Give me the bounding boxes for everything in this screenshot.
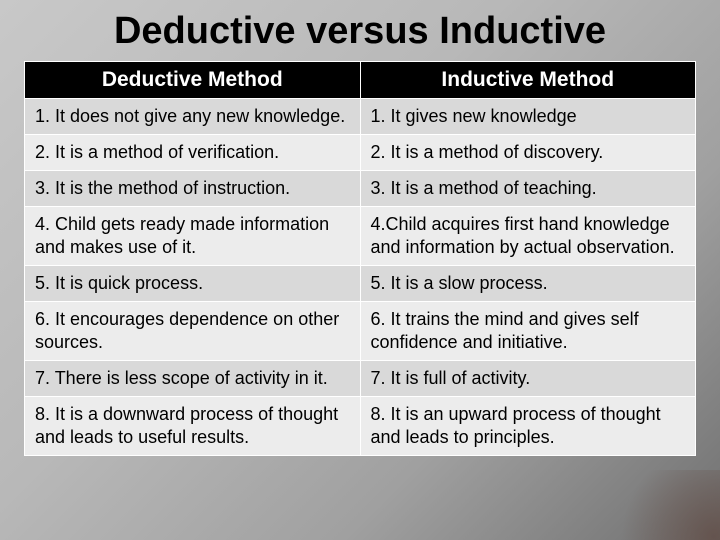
cell-deductive: 7. There is less scope of activity in it… (25, 361, 361, 397)
comparison-table: Deductive Method Inductive Method 1. It … (24, 61, 696, 456)
table-row: 2. It is a method of verification. 2. It… (25, 135, 696, 171)
cell-deductive: 1. It does not give any new knowledge. (25, 99, 361, 135)
table-row: 8. It is a downward process of thought a… (25, 397, 696, 456)
col-header-deductive: Deductive Method (25, 62, 361, 99)
cell-inductive: 5. It is a slow process. (360, 266, 696, 302)
table-row: 6. It encourages dependence on other sou… (25, 302, 696, 361)
table-row: 7. There is less scope of activity in it… (25, 361, 696, 397)
cell-inductive: 8. It is an upward process of thought an… (360, 397, 696, 456)
slide-container: Deductive versus Inductive Deductive Met… (0, 0, 720, 540)
table-row: 4. Child gets ready made information and… (25, 207, 696, 266)
cell-deductive: 2. It is a method of verification. (25, 135, 361, 171)
cell-deductive: 8. It is a downward process of thought a… (25, 397, 361, 456)
cell-inductive: 2. It is a method of discovery. (360, 135, 696, 171)
table-row: 1. It does not give any new knowledge. 1… (25, 99, 696, 135)
table-row: 3. It is the method of instruction. 3. I… (25, 171, 696, 207)
slide-title: Deductive versus Inductive (24, 0, 696, 61)
cell-inductive: 7. It is full of activity. (360, 361, 696, 397)
col-header-inductive: Inductive Method (360, 62, 696, 99)
cell-deductive: 5. It is quick process. (25, 266, 361, 302)
cell-inductive: 3. It is a method of teaching. (360, 171, 696, 207)
cell-inductive: 4.Child acquires first hand knowledge an… (360, 207, 696, 266)
cell-inductive: 1. It gives new knowledge (360, 99, 696, 135)
cell-inductive: 6. It trains the mind and gives self con… (360, 302, 696, 361)
cell-deductive: 4. Child gets ready made information and… (25, 207, 361, 266)
cell-deductive: 3. It is the method of instruction. (25, 171, 361, 207)
table-row: 5. It is quick process. 5. It is a slow … (25, 266, 696, 302)
cell-deductive: 6. It encourages dependence on other sou… (25, 302, 361, 361)
table-header-row: Deductive Method Inductive Method (25, 62, 696, 99)
